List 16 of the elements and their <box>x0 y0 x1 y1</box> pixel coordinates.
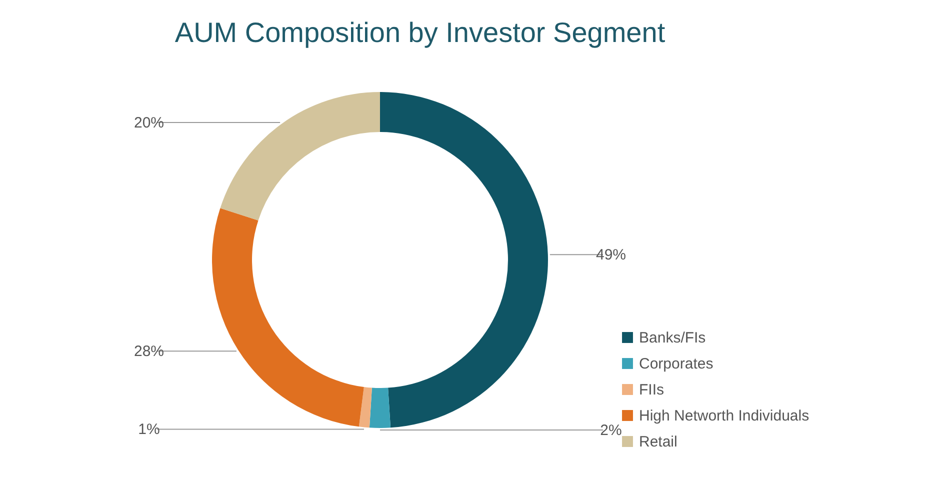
data-label: 28% <box>134 343 164 360</box>
donut-slice <box>212 208 364 427</box>
legend-label: Banks/FIs <box>639 330 706 346</box>
legend-label: High Networth Individuals <box>639 408 810 424</box>
data-label: 1% <box>138 421 160 438</box>
donut-slice <box>369 388 391 428</box>
legend-label: Retail <box>639 434 678 450</box>
donut-slice <box>380 92 548 428</box>
chart-title: AUM Composition by Investor Segment <box>174 17 666 48</box>
data-label: 20% <box>134 114 164 132</box>
legend-label: FIIs <box>639 382 664 398</box>
data-label: 49% <box>596 246 626 264</box>
legend-label: Corporates <box>639 356 714 372</box>
data-label: 2% <box>600 422 622 439</box>
donut-slice <box>358 386 372 428</box>
donut-slice <box>220 92 380 220</box>
